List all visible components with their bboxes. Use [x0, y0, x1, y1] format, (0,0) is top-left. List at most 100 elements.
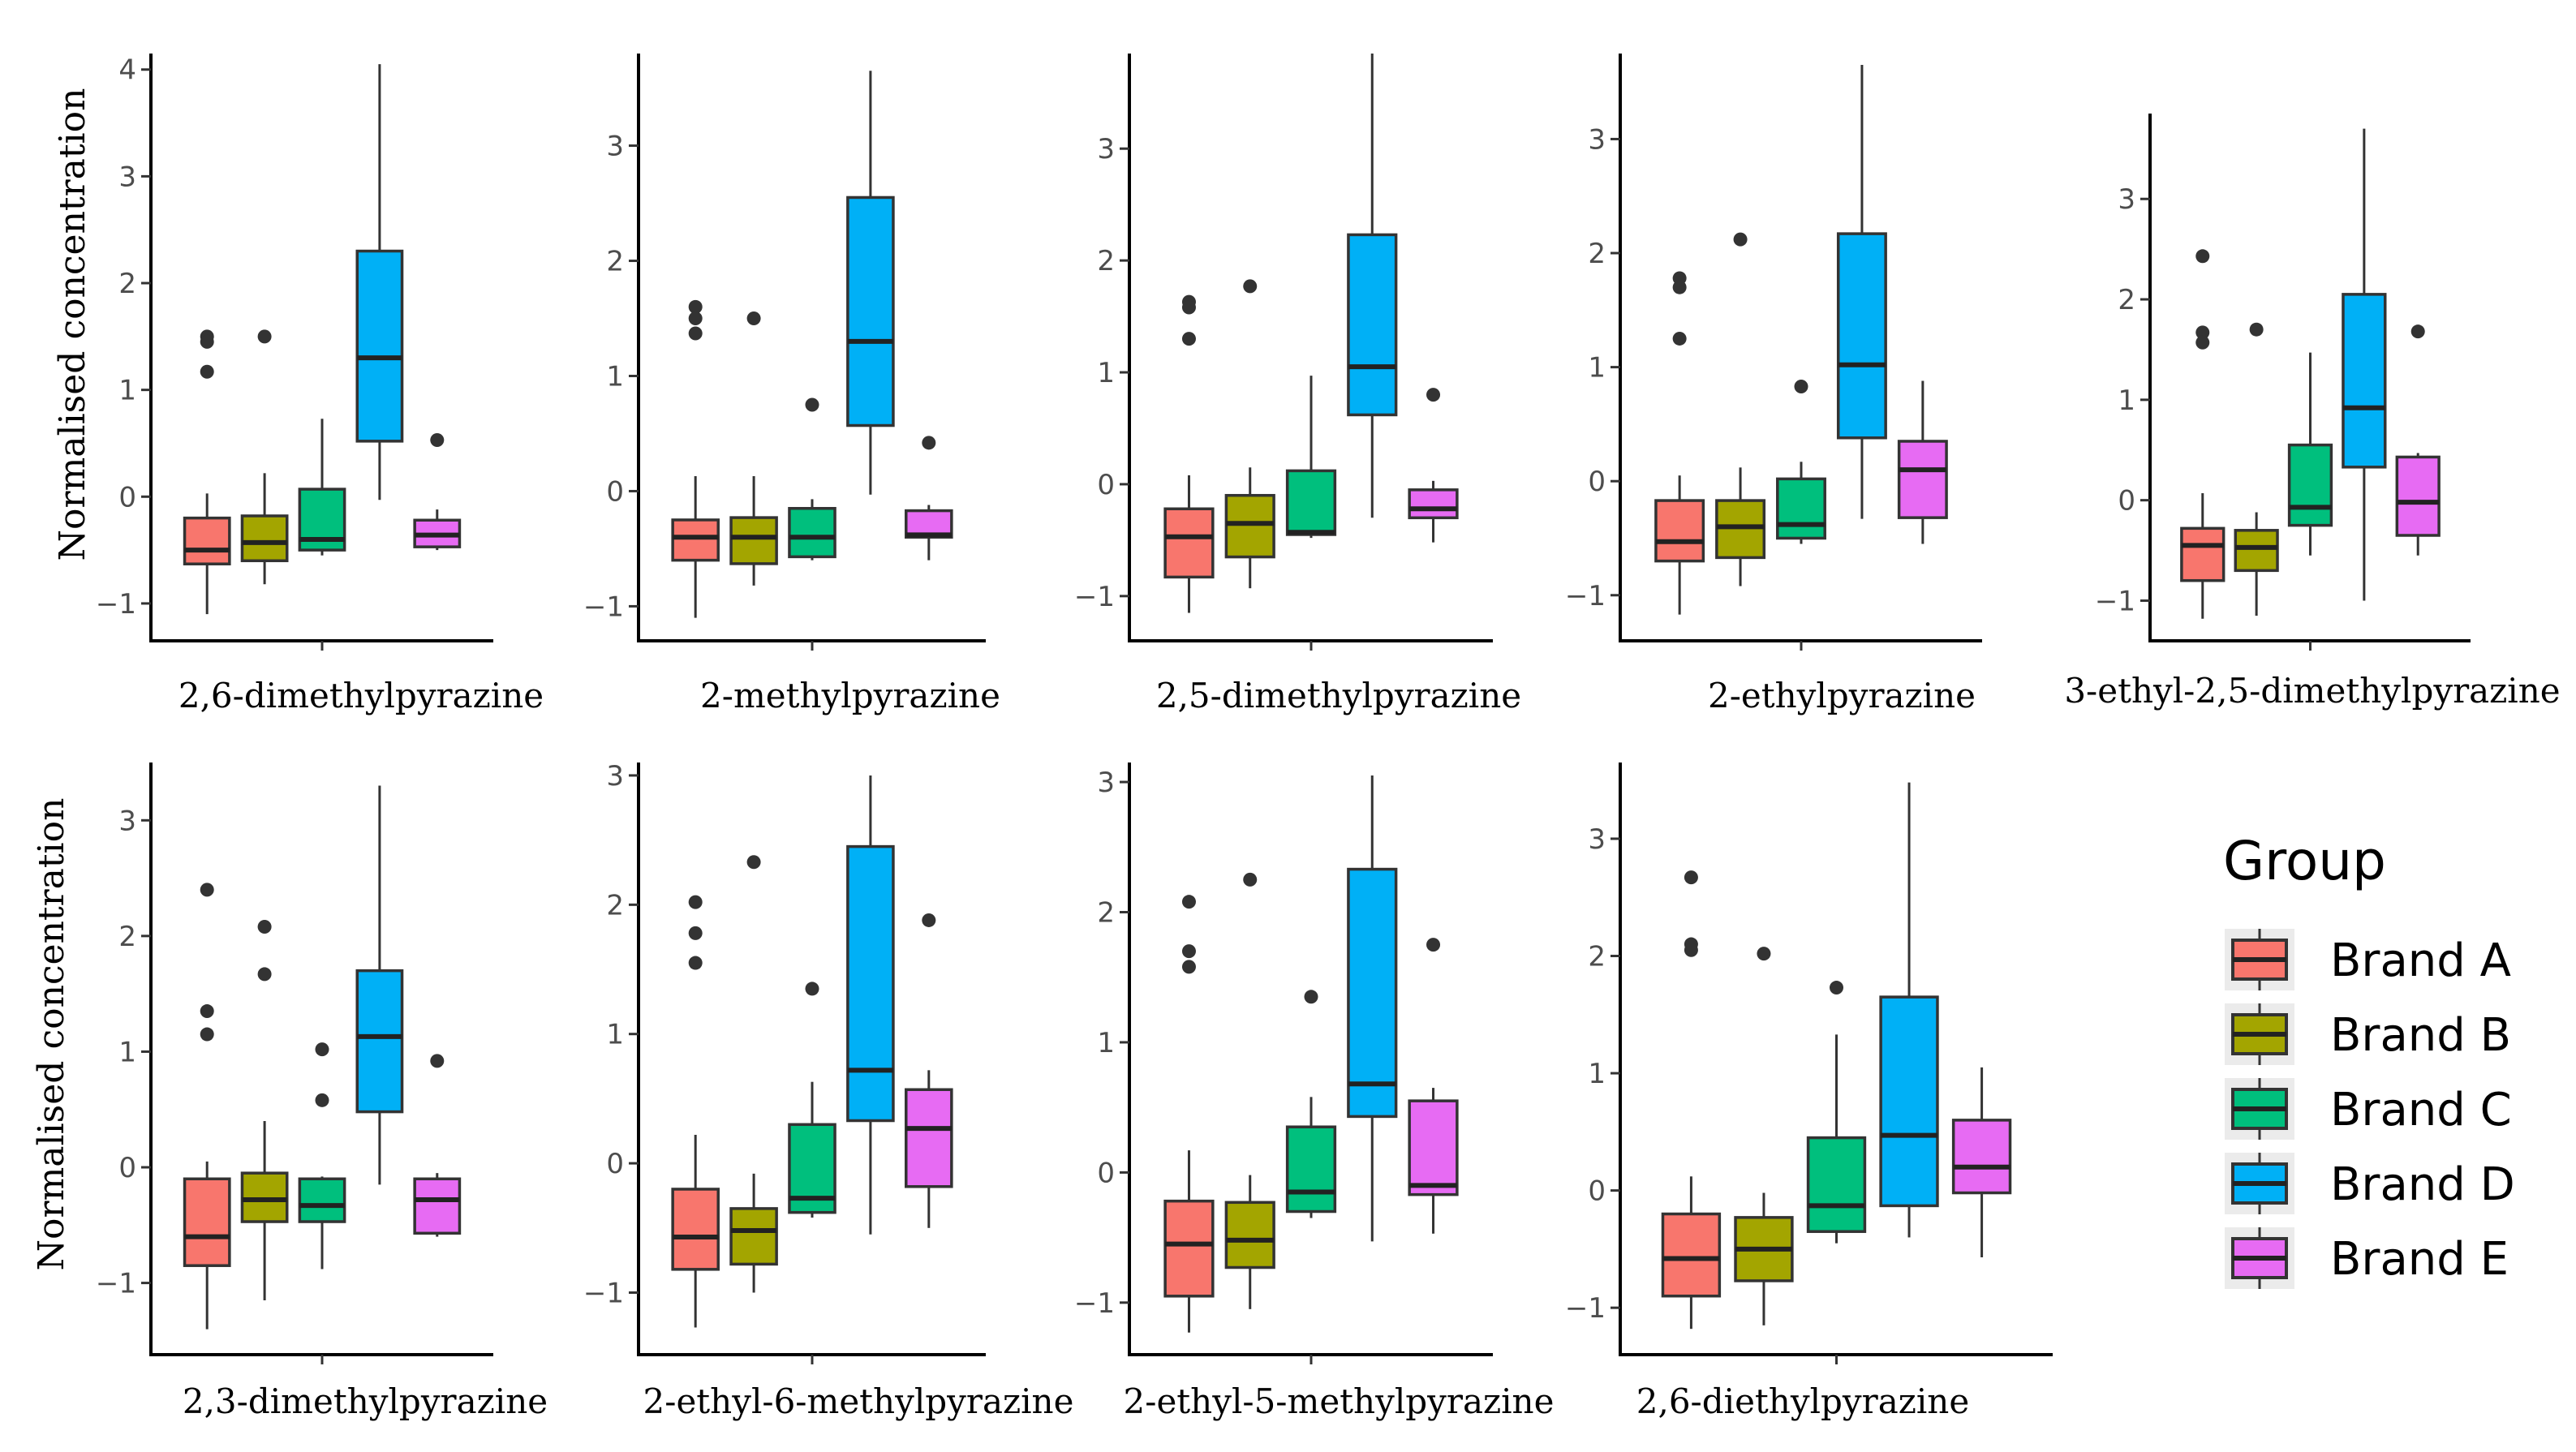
box: [1285, 1125, 1337, 1214]
panel: −1 0 1 2 3 2,5-dimethylpyrazine: [1074, 54, 1521, 715]
y-tick-label: 0: [606, 1148, 624, 1180]
outlier-point: [746, 855, 761, 870]
box: [2395, 455, 2441, 537]
box: [1224, 1201, 1275, 1269]
box-group: [2342, 128, 2387, 601]
outlier-point: [200, 364, 214, 379]
box-group: [240, 919, 289, 1300]
outlier-point: [257, 919, 272, 934]
box: [1163, 1199, 1215, 1298]
box-group: [729, 855, 778, 1293]
box: [1408, 1099, 1459, 1196]
outlier-point: [1181, 300, 1196, 315]
box: [1806, 1136, 1867, 1233]
outlier-point: [2195, 249, 2210, 264]
y-tick-label: −1: [1565, 1292, 1606, 1325]
outlier-point: [1243, 872, 1258, 887]
box: [671, 1188, 720, 1271]
box: [1224, 493, 1275, 559]
outlier-point: [688, 956, 703, 970]
box-group: [1408, 938, 1459, 1234]
box-group: [905, 913, 953, 1228]
box-group: [846, 775, 895, 1235]
box-group: [1951, 1067, 2012, 1258]
box: [846, 844, 895, 1123]
y-tick-label: −1: [96, 588, 136, 621]
box-group: [671, 299, 720, 618]
box: [729, 1207, 778, 1266]
box: [2342, 293, 2387, 469]
panel: −1 0 1 2 3 2,6-diethylpyrazine: [1565, 763, 2053, 1421]
box: [355, 249, 404, 443]
panel-title: 2,3-dimethylpyrazine: [183, 1381, 548, 1421]
outlier-point: [2410, 324, 2425, 339]
box-group: [240, 329, 289, 585]
legend-entry: Brand B: [2225, 1003, 2511, 1065]
panel: −1 0 1 2 3 2-ethylpyrazine: [1565, 54, 1982, 715]
box: [183, 1177, 231, 1267]
box: [1661, 1212, 1722, 1298]
y-tick-label: 1: [118, 375, 136, 407]
outlier-point: [257, 967, 272, 982]
box-group: [1661, 870, 1722, 1330]
outlier-point: [688, 926, 703, 940]
legend-label: Brand B: [2330, 1009, 2511, 1062]
box-group: [298, 419, 346, 556]
outlier-point: [200, 334, 214, 349]
box-group: [2395, 324, 2441, 556]
box: [1347, 233, 1398, 417]
panel-title: 2-ethylpyrazine: [1708, 676, 1976, 715]
outlier-point: [1426, 388, 1441, 402]
box-group: [1734, 947, 1794, 1325]
y-axis-label-top: Normalised concentration: [52, 88, 93, 561]
y-tick-label: 1: [1588, 352, 1606, 384]
y-tick-label: 1: [118, 1036, 136, 1068]
box-group: [788, 982, 836, 1218]
panel: −1 0 1 2 3 2-ethyl-5-methylpyrazine: [1074, 763, 1555, 1421]
box: [1879, 995, 1939, 1208]
outlier-point: [200, 883, 214, 897]
panel: −1 0 1 2 3 2-methylpyrazine: [583, 54, 1000, 715]
box: [2180, 526, 2226, 582]
box: [2234, 529, 2279, 573]
outlier-point: [1733, 232, 1748, 247]
outlier-point: [922, 913, 936, 927]
outlier-point: [2195, 335, 2210, 350]
y-tick-label: 0: [1097, 469, 1115, 501]
y-tick-label: −1: [1074, 581, 1115, 613]
legend-label: Brand A: [2330, 934, 2511, 987]
box: [2287, 443, 2333, 527]
outlier-point: [688, 326, 703, 341]
box-group: [1224, 279, 1275, 589]
panel-title: 2-ethyl-5-methylpyrazine: [1124, 1381, 1555, 1421]
legend-entry: Brand A: [2225, 929, 2511, 990]
y-tick-label: 3: [118, 805, 136, 837]
outlier-point: [1757, 947, 1771, 961]
panel-title: 2-ethyl-6-methylpyrazine: [643, 1381, 1074, 1421]
box: [846, 195, 895, 427]
y-tick-label: 1: [606, 360, 624, 393]
y-tick-label: 2: [1588, 941, 1606, 973]
box-group: [2180, 249, 2226, 619]
box-group: [729, 311, 778, 586]
legend-entry: Brand D: [2225, 1153, 2515, 1214]
outlier-point: [257, 329, 272, 344]
box: [1951, 1119, 2012, 1195]
box: [1163, 507, 1215, 579]
panel-title: 2,6-diethylpyrazine: [1636, 1381, 1969, 1421]
outlier-point: [1794, 380, 1808, 394]
y-tick-label: 0: [1588, 466, 1606, 498]
outlier-point: [315, 1042, 329, 1057]
box-group: [413, 433, 462, 551]
box-group: [905, 436, 953, 561]
box-group: [1654, 271, 1705, 615]
outlier-point: [1181, 895, 1196, 909]
y-tick-label: 2: [118, 921, 136, 953]
outlier-point: [430, 1054, 445, 1068]
box-group: [298, 1042, 346, 1269]
box: [1776, 477, 1826, 540]
outlier-point: [746, 311, 761, 326]
box: [788, 506, 836, 559]
outlier-point: [2195, 325, 2210, 340]
outlier-point: [1304, 990, 1318, 1004]
